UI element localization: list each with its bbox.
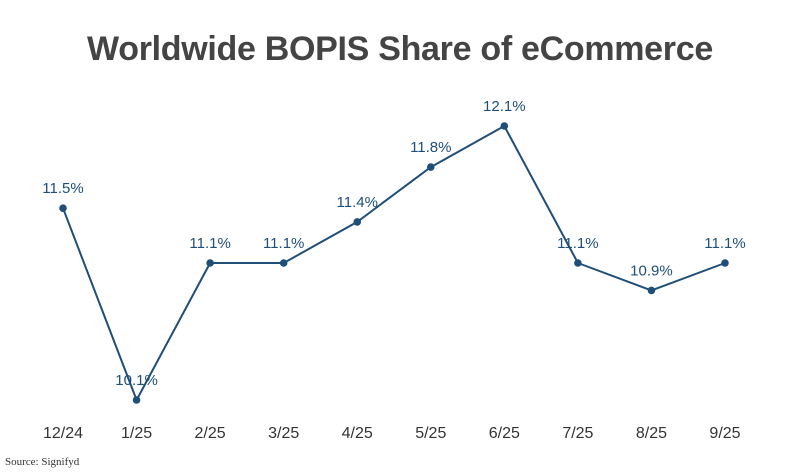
data-label: 11.1% [704, 235, 745, 252]
data-point [500, 122, 509, 130]
x-axis-ticks: 12/24 1/25 2/25 3/25 4/25 5/25 6/25 7/25 8/25 9/2… [43, 425, 741, 442]
data-label: 11.4% [337, 194, 378, 211]
data-point [132, 396, 141, 404]
source-note: Source: Signifyd [5, 456, 80, 468]
data-point [426, 163, 435, 171]
data-point [59, 204, 67, 212]
data-point [574, 259, 582, 267]
x-tick-label: 1/25 [121, 425, 152, 442]
x-tick-label: 5/25 [415, 425, 446, 442]
data-label: 10.9% [630, 262, 673, 279]
data-label: 11.8% [410, 139, 451, 156]
x-tick-label: 2/25 [195, 425, 226, 442]
plot-area: 11.5% 10.1% 11.1% 11.1% 11.4% 11.8% 12.1% 11.1%… [42, 98, 746, 404]
data-label: 12.1% [483, 98, 526, 115]
x-tick-label: 12/24 [43, 425, 83, 442]
data-label: 11.1% [557, 235, 598, 252]
data-point [647, 286, 656, 295]
x-tick-label: 6/25 [489, 425, 520, 442]
x-tick-label: 9/25 [709, 425, 740, 442]
data-label: 11.5% [42, 180, 83, 197]
x-tick-label: 4/25 [342, 425, 373, 442]
chart-title: Worldwide BOPIS Share of eCommerce [87, 30, 713, 68]
series-line [62, 125, 726, 401]
data-label: 11.1% [263, 235, 304, 252]
x-tick-label: 8/25 [636, 425, 667, 442]
data-point [353, 218, 362, 226]
x-tick-label: 3/25 [268, 425, 299, 442]
data-point [721, 259, 729, 267]
x-tick-label: 7/25 [562, 425, 593, 442]
data-point [206, 259, 214, 267]
data-point [279, 259, 288, 267]
data-label: 10.1% [115, 372, 158, 389]
data-label: 11.1% [189, 235, 230, 252]
